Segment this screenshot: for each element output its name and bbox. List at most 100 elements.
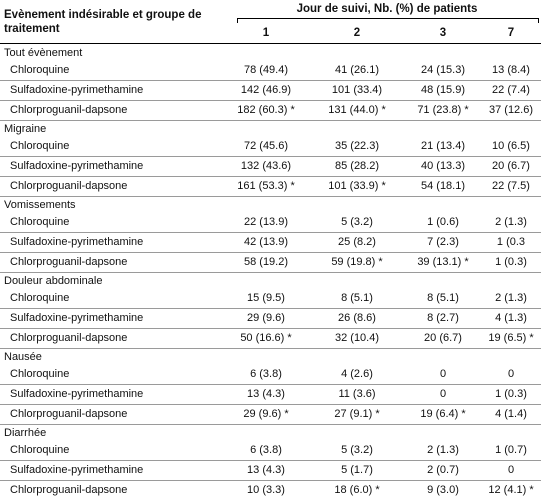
day-1-value: 78 (49.4) <box>243 64 289 76</box>
day-7-value: 1 (0.3) <box>495 256 527 268</box>
event-group: Douleur abdominale Chloroquine 15 (9.5) … <box>0 273 541 349</box>
table-row: Chlorproguanil-dapsone 161 (53.3) * 101 … <box>0 176 541 196</box>
event-group: Tout évènement Chloroquine 78 (49.4) 41 … <box>0 45 541 121</box>
day-2-value: 5 (3.2) <box>341 444 373 456</box>
treatment-label: Chlorproguanil-dapsone <box>10 180 128 192</box>
follow-up-day-header: Jour de suivi, Nb. (%) de patients <box>296 3 478 15</box>
day-3-value: 20 (6.7) <box>424 332 462 344</box>
header-rule <box>0 43 541 44</box>
day-2-value: 59 (19.8) * <box>331 256 383 268</box>
day-7-value: 4 (1.3) <box>495 312 527 324</box>
day-2-value: 27 (9.1) * <box>334 408 380 420</box>
event-group-title: Migraine <box>4 123 47 135</box>
day-7-value: 0 <box>507 368 515 380</box>
table-row: Sulfadoxine-pyrimethamine 132 (43.6) 85 … <box>0 156 541 176</box>
day-1-header: 1 <box>262 27 270 39</box>
table-row: Chlorproguanil-dapsone 10 (3.3) 18 (6.0)… <box>0 480 541 500</box>
day-1-value: 6 (3.8) <box>250 368 282 380</box>
day-1-value: 13 (4.3) <box>247 464 285 476</box>
day-3-value: 21 (13.4) <box>420 140 466 152</box>
treatment-label: Sulfadoxine-pyrimethamine <box>10 312 144 324</box>
day-3-value: 7 (2.3) <box>427 236 459 248</box>
day-1-value: 13 (4.3) <box>247 388 285 400</box>
day-2-value: 4 (2.6) <box>341 368 373 380</box>
day-3-value: 24 (15.3) <box>420 64 466 76</box>
day-2-value: 41 (26.1) <box>334 64 380 76</box>
day-3-value: 39 (13.1) * <box>417 256 469 268</box>
day-1-value: 42 (13.9) <box>243 236 289 248</box>
treatment-label: Sulfadoxine-pyrimethamine <box>10 388 144 400</box>
day-3-value: 8 (2.7) <box>427 312 459 324</box>
event-group-title: Douleur abdominale <box>4 275 103 287</box>
treatment-label: Chlorproguanil-dapsone <box>10 332 128 344</box>
day-2-value: 5 (3.2) <box>341 216 373 228</box>
treatment-label: Chloroquine <box>10 140 70 152</box>
day-2-value: 131 (44.0) * <box>328 104 386 116</box>
day-1-value: 72 (45.6) <box>243 140 289 152</box>
day-7-value: 12 (4.1) * <box>488 484 534 496</box>
day-1-value: 15 (9.5) <box>247 292 285 304</box>
header-bracket <box>237 18 539 23</box>
day-2-value: 32 (10.4) <box>334 332 380 344</box>
treatment-label: Sulfadoxine-pyrimethamine <box>10 84 144 96</box>
event-group-title: Vomissements <box>4 199 76 211</box>
day-3-value: 8 (5.1) <box>427 292 459 304</box>
day-2-value: 35 (22.3) <box>334 140 380 152</box>
day-1-value: 58 (19.2) <box>243 256 289 268</box>
day-2-value: 8 (5.1) <box>341 292 373 304</box>
row-label-header: Evènement indésirable et groupe de trait… <box>4 9 202 35</box>
treatment-label: Chloroquine <box>10 216 70 228</box>
treatment-label: Chloroquine <box>10 292 70 304</box>
day-1-value: 29 (9.6) * <box>243 408 289 420</box>
day-7-value: 2 (1.3) <box>495 292 527 304</box>
table-row: Sulfadoxine-pyrimethamine 29 (9.6) 26 (8… <box>0 308 541 328</box>
day-7-value: 22 (7.4) <box>492 84 530 96</box>
treatment-label: Chloroquine <box>10 368 70 380</box>
day-2-value: 11 (3.6) <box>338 388 376 400</box>
treatment-label: Sulfadoxine-pyrimethamine <box>10 160 144 172</box>
event-group-title: Tout évènement <box>4 47 83 59</box>
day-1-value: 161 (53.3) * <box>237 180 295 192</box>
table-row: Sulfadoxine-pyrimethamine 13 (4.3) 5 (1.… <box>0 460 541 480</box>
day-2-header: 2 <box>353 27 361 39</box>
day-3-value: 19 (6.4) * <box>420 408 466 420</box>
day-1-value: 50 (16.6) * <box>240 332 292 344</box>
event-group: Vomissements Chloroquine 22 (13.9) 5 (3.… <box>0 197 541 273</box>
day-2-value: 26 (8.6) <box>338 312 376 324</box>
event-group: Diarrhée Chloroquine 6 (3.8) 5 (3.2) 2 (… <box>0 425 541 500</box>
table-row: Chloroquine 22 (13.9) 5 (3.2) 1 (0.6) 2 … <box>0 213 541 232</box>
day-1-value: 142 (46.9) <box>240 84 292 96</box>
day-7-value: 0 <box>507 464 515 476</box>
day-3-value: 71 (23.8) * <box>417 104 469 116</box>
treatment-label: Chloroquine <box>10 444 70 456</box>
treatment-label: Sulfadoxine-pyrimethamine <box>10 236 144 248</box>
day-7-value: 10 (6.5) <box>492 140 530 152</box>
day-1-value: 6 (3.8) <box>250 444 282 456</box>
day-3-value: 48 (15.9) <box>420 84 466 96</box>
day-7-value: 1 (0.3 <box>496 236 526 248</box>
table-row: Chloroquine 78 (49.4) 41 (26.1) 24 (15.3… <box>0 61 541 80</box>
day-7-value: 1 (0.3) <box>495 388 527 400</box>
day-3-value: 40 (13.3) <box>420 160 466 172</box>
day-3-header: 3 <box>439 27 447 39</box>
day-7-value: 4 (1.4) <box>495 408 527 420</box>
day-7-value: 19 (6.5) * <box>488 332 534 344</box>
day-2-value: 25 (8.2) <box>338 236 376 248</box>
day-7-value: 37 (12.6) <box>488 104 534 116</box>
day-3-value: 54 (18.1) <box>420 180 466 192</box>
event-group-title: Nausée <box>4 351 42 363</box>
day-3-value: 0 <box>439 368 447 380</box>
treatment-label: Chlorproguanil-dapsone <box>10 256 128 268</box>
treatment-label: Chlorproguanil-dapsone <box>10 408 128 420</box>
day-1-value: 132 (43.6) <box>240 160 292 172</box>
day-7-value: 2 (1.3) <box>495 216 527 228</box>
treatment-label: Sulfadoxine-pyrimethamine <box>10 464 144 476</box>
table-body: Tout évènement Chloroquine 78 (49.4) 41 … <box>0 45 541 500</box>
day-2-value: 5 (1.7) <box>341 464 373 476</box>
table-row: Chloroquine 15 (9.5) 8 (5.1) 8 (5.1) 2 (… <box>0 289 541 308</box>
day-7-value: 13 (8.4) <box>492 64 530 76</box>
day-2-value: 18 (6.0) * <box>334 484 380 496</box>
day-1-value: 22 (13.9) <box>243 216 289 228</box>
day-3-value: 1 (0.6) <box>427 216 459 228</box>
table-row: Chlorproguanil-dapsone 182 (60.3) * 131 … <box>0 100 541 120</box>
